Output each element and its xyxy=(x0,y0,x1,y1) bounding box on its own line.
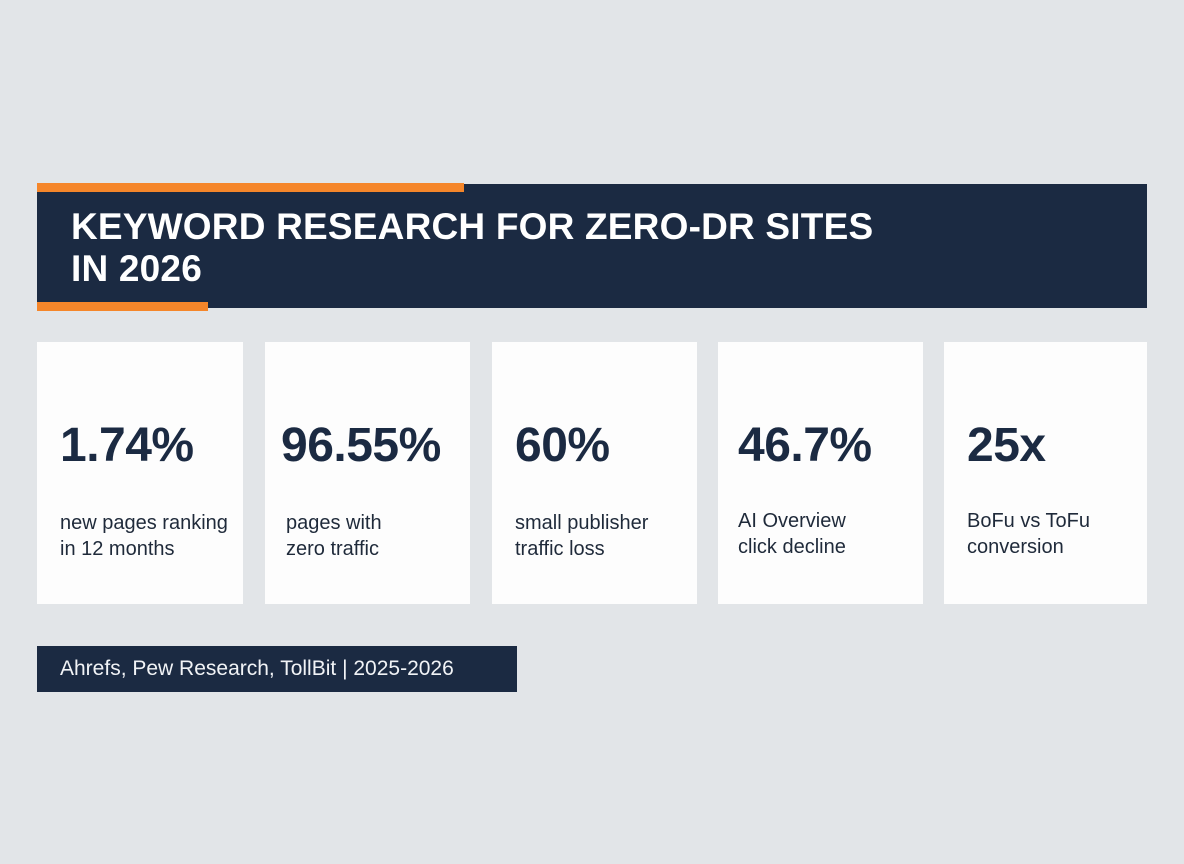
stat-card-publisher-traffic-loss: 60% small publisher traffic loss xyxy=(492,342,697,604)
title-banner xyxy=(37,184,1147,308)
stat-label: AI Overview click decline xyxy=(738,510,846,558)
stat-label: small publisher traffic loss xyxy=(515,512,649,560)
stat-label: new pages ranking in 12 months xyxy=(60,512,228,560)
accent-bar-top xyxy=(37,183,464,192)
stat-value: 25x xyxy=(967,419,1046,472)
stat-value: 96.55% xyxy=(281,419,441,472)
stat-value: 60% xyxy=(515,419,610,472)
stat-cards: 1.74% new pages ranking in 12 months 96.… xyxy=(37,342,1147,604)
page-title-line-1: KEYWORD RESEARCH FOR ZERO-DR SITES xyxy=(71,206,874,247)
stat-value: 46.7% xyxy=(738,419,872,472)
stat-card-new-pages-ranking: 1.74% new pages ranking in 12 months xyxy=(37,342,243,604)
stat-card-ai-overview-click-decline: 46.7% AI Overview click decline xyxy=(718,342,923,604)
stat-label: pages with zero traffic xyxy=(286,512,382,560)
stat-label: BoFu vs ToFu conversion xyxy=(967,510,1091,558)
stat-card-bofu-vs-tofu: 25x BoFu vs ToFu conversion xyxy=(944,342,1147,604)
stat-value: 1.74% xyxy=(60,419,194,472)
accent-bar-bottom xyxy=(37,302,208,311)
page-title: KEYWORD RESEARCH FOR ZERO-DR SITES IN 20… xyxy=(71,206,971,290)
source-citation: Ahrefs, Pew Research, TollBit | 2025-202… xyxy=(37,646,517,692)
page-title-line-2: IN 2026 xyxy=(71,248,202,289)
stat-card-zero-traffic: 96.55% pages with zero traffic xyxy=(265,342,470,604)
